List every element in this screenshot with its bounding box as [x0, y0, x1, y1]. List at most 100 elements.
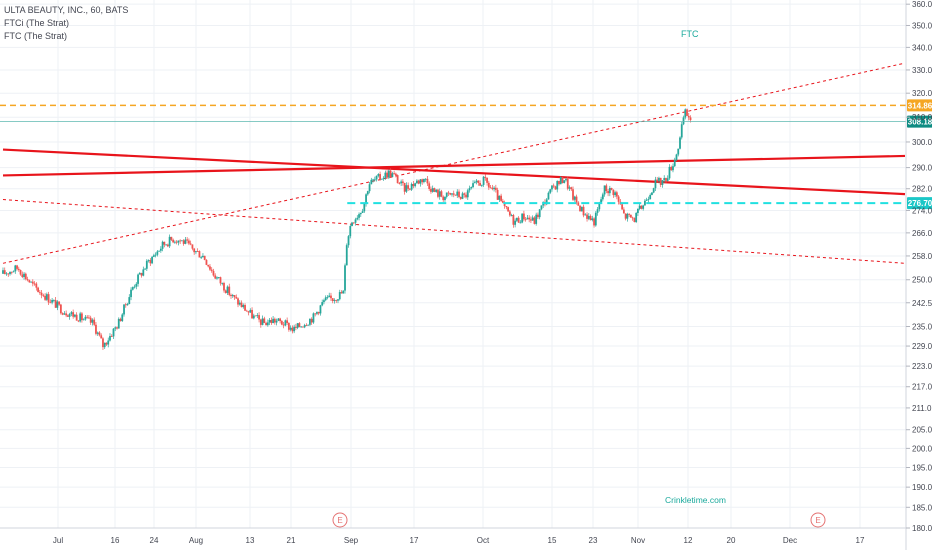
- candle-body: [130, 289, 132, 298]
- candle-body: [126, 304, 129, 306]
- indicator-ftci-label[interactable]: FTCi (The Strat): [4, 18, 70, 28]
- trendlines[interactable]: [2, 62, 906, 264]
- candle-body: [284, 320, 287, 326]
- candle-body: [621, 204, 624, 210]
- candle-body: [203, 255, 206, 260]
- candle-body: [647, 199, 650, 200]
- price-tag-orange-bg: [907, 99, 932, 112]
- candle-body: [256, 315, 259, 316]
- price-tag-cyan: 276.70: [908, 199, 932, 208]
- candle-body: [26, 279, 29, 281]
- candle-body: [656, 179, 659, 181]
- candle-body: [35, 283, 38, 288]
- candle-body: [631, 217, 634, 219]
- candle-body: [416, 180, 418, 184]
- candle-body: [552, 185, 555, 187]
- candle-body: [263, 318, 266, 323]
- candle-body: [496, 189, 499, 200]
- candle-body: [12, 271, 15, 273]
- candle-body: [431, 188, 434, 192]
- time-tick-label: 20: [727, 536, 736, 545]
- earnings-marker-icon[interactable]: [332, 512, 348, 528]
- candle-body: [375, 175, 378, 180]
- indicator-ftc-label[interactable]: FTC (The Strat): [4, 31, 68, 41]
- candle-body: [265, 322, 267, 326]
- candle-body: [591, 218, 594, 221]
- candle-body: [321, 302, 324, 306]
- horizontal-levels[interactable]: 314.86 308.18 276.70: [0, 99, 932, 210]
- candle-body: [605, 185, 608, 192]
- candle-body: [51, 299, 54, 303]
- candle-body: [291, 327, 294, 332]
- candle-body: [466, 190, 469, 198]
- candle-body: [156, 251, 159, 255]
- time-tick-label: 23: [589, 536, 598, 545]
- candle-body: [479, 183, 481, 186]
- candle-body: [135, 283, 138, 287]
- candle-body: [361, 211, 364, 213]
- candle-body: [219, 277, 222, 284]
- candle-body: [452, 193, 455, 195]
- candle-body: [366, 191, 369, 195]
- candle-body: [165, 244, 168, 246]
- candle-body: [324, 297, 327, 301]
- candle-body: [72, 312, 75, 317]
- candle-body: [293, 326, 296, 332]
- candle-body: [538, 209, 541, 218]
- candle-body: [172, 239, 175, 243]
- candle-body: [638, 205, 641, 209]
- candle-body: [91, 319, 94, 323]
- time-tick-label: 17: [410, 536, 419, 545]
- candle-body: [526, 217, 529, 220]
- candle-body: [191, 244, 194, 249]
- candle-body: [88, 317, 90, 319]
- candle-body: [629, 214, 632, 218]
- trendline-red-dotted-falling[interactable]: [2, 199, 906, 264]
- candle-body: [572, 189, 574, 200]
- candle-body: [396, 175, 399, 184]
- candle-body: [151, 256, 153, 264]
- candle-body: [510, 215, 513, 216]
- candle-body: [645, 199, 648, 201]
- candle-body: [61, 313, 64, 315]
- trendline-red-upper-rising[interactable]: [2, 154, 906, 177]
- candle-body: [456, 191, 459, 196]
- price-tick-label: 310.0: [912, 113, 932, 122]
- candle-body: [317, 311, 320, 314]
- candle-body: [394, 173, 397, 176]
- price-tick-label: 350.0: [912, 21, 932, 30]
- candle-body: [672, 166, 674, 171]
- candle-body: [202, 255, 204, 258]
- candle-body: [494, 187, 497, 190]
- candle-body: [530, 219, 532, 221]
- candle-body: [658, 177, 660, 181]
- candle-body: [175, 241, 178, 243]
- time-tick-label: Nov: [631, 536, 645, 545]
- candle-body: [240, 302, 243, 308]
- candle-body: [17, 268, 20, 270]
- trendline-red-dotted-rising[interactable]: [2, 62, 906, 264]
- candle-body: [458, 191, 460, 197]
- candle-body: [195, 251, 197, 253]
- candle-body: [349, 226, 352, 237]
- candle-body: [503, 202, 506, 207]
- candle-body: [344, 265, 346, 291]
- candle-body: [473, 182, 476, 184]
- earnings-marker-icon[interactable]: [810, 512, 826, 528]
- candle-body: [603, 185, 606, 195]
- candle-body: [268, 319, 271, 323]
- candle-body: [63, 313, 66, 315]
- candle-body: [49, 302, 52, 304]
- candle-body: [582, 206, 585, 216]
- candle-body: [528, 217, 531, 220]
- candle-body: [2, 270, 4, 274]
- candle-body: [238, 302, 241, 305]
- candle-body: [282, 324, 285, 326]
- candle-body: [484, 176, 487, 178]
- candle-body: [33, 283, 36, 285]
- candle-body: [533, 217, 536, 224]
- trendline-red-upper-falling[interactable]: [2, 148, 906, 196]
- candle-body: [266, 322, 269, 326]
- time-tick-label: 16: [111, 536, 120, 545]
